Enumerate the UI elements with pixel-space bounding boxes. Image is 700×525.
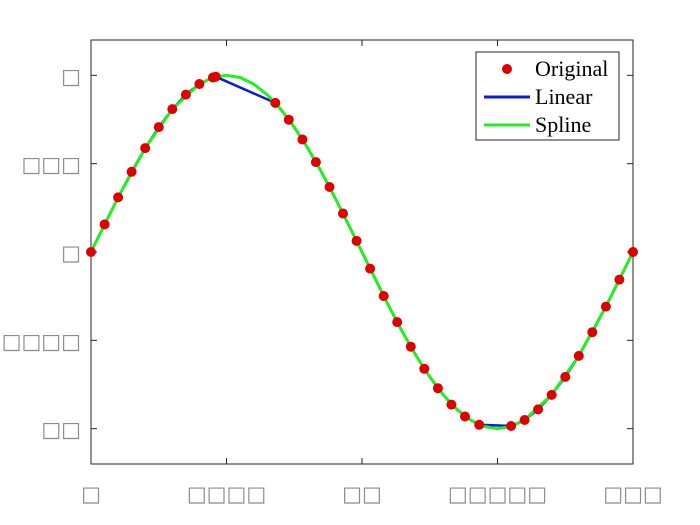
data-point-original	[573, 350, 584, 361]
axis-ticks	[90, 40, 634, 464]
y-tick-label: □□	[41, 418, 81, 442]
data-point-original	[270, 97, 281, 108]
data-point-original	[405, 341, 416, 352]
data-point-original	[432, 383, 443, 394]
legend: Original Linear Spline	[475, 51, 620, 141]
data-point-original	[297, 134, 308, 145]
data-point-original	[533, 404, 544, 415]
x-tick-label: □□□□	[187, 482, 266, 506]
data-point-original	[365, 263, 376, 274]
data-point-original	[113, 192, 124, 203]
data-point-original	[460, 411, 470, 422]
y-tick-label: □□□	[21, 153, 81, 177]
data-point-original	[614, 274, 625, 285]
x-tick-label: □□	[342, 482, 382, 506]
data-point-original	[324, 182, 335, 192]
data-point-original	[560, 371, 571, 382]
y-tick-labels: □□□□□□□□□□□	[2, 64, 81, 441]
x-tick-labels: □ □□□□ □□ □□□□□ □□□	[81, 482, 663, 506]
x-tick-label: □□□□□	[448, 482, 547, 506]
y-tick-label: □	[61, 64, 81, 88]
data-point-original	[351, 235, 362, 246]
legend-label-linear: Linear	[535, 84, 593, 109]
data-point-original	[519, 415, 530, 425]
legend-marker-original	[502, 64, 512, 74]
data-point-original	[628, 247, 638, 257]
x-tick-label: □	[81, 482, 101, 506]
series-markers	[86, 71, 638, 431]
y-tick-label: □	[61, 241, 81, 265]
data-point-original	[392, 317, 403, 328]
data-point-original	[167, 104, 178, 115]
data-point-original	[140, 143, 151, 154]
data-point-original	[419, 363, 430, 374]
data-point-original	[378, 291, 389, 301]
y-tick-label: □□□□	[2, 329, 81, 353]
data-point-original	[310, 157, 321, 168]
legend-label-spline: Spline	[535, 112, 591, 137]
x-tick-label: □□□	[603, 482, 663, 506]
data-point-original	[86, 247, 96, 257]
data-point-original	[474, 419, 485, 430]
data-point-original	[587, 327, 598, 338]
data-point-original	[506, 421, 517, 431]
data-point-original	[153, 122, 164, 133]
data-point-original	[180, 89, 191, 100]
data-point-original	[546, 389, 557, 400]
data-point-original	[99, 219, 110, 230]
data-point-original	[338, 208, 348, 219]
data-point-original	[126, 166, 137, 177]
data-point-original	[194, 79, 205, 89]
data-point-original	[283, 114, 294, 125]
data-point-original	[446, 399, 457, 410]
data-point-original	[210, 71, 221, 82]
data-point-original	[600, 301, 611, 312]
legend-label-original: Original	[535, 56, 608, 81]
